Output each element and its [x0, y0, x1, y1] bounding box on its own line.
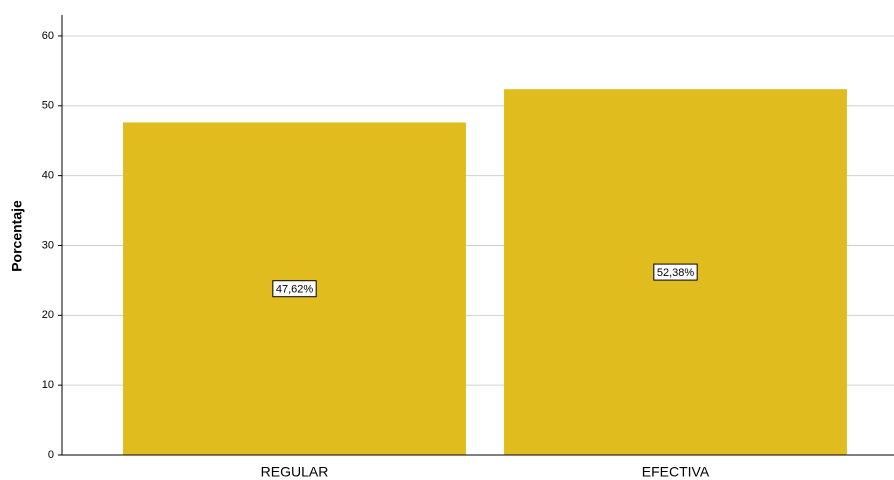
- y-tick-label: 60: [42, 30, 54, 42]
- value-label: 52,38%: [657, 267, 695, 279]
- x-tick-label: EFECTIVA: [642, 464, 710, 480]
- y-tick-label: 0: [48, 449, 54, 461]
- value-label-box: [272, 280, 317, 298]
- y-axis-label: Porcentaje: [9, 200, 25, 272]
- y-tick-label: 40: [42, 170, 54, 182]
- y-tick-label: 10: [42, 379, 54, 391]
- value-label: 47,62%: [276, 284, 314, 296]
- x-tick-label: REGULAR: [261, 464, 329, 480]
- y-tick-label: 50: [42, 100, 54, 112]
- y-tick-label: 20: [42, 309, 54, 321]
- value-label-box: [653, 263, 698, 281]
- y-tick-label: 30: [42, 239, 54, 251]
